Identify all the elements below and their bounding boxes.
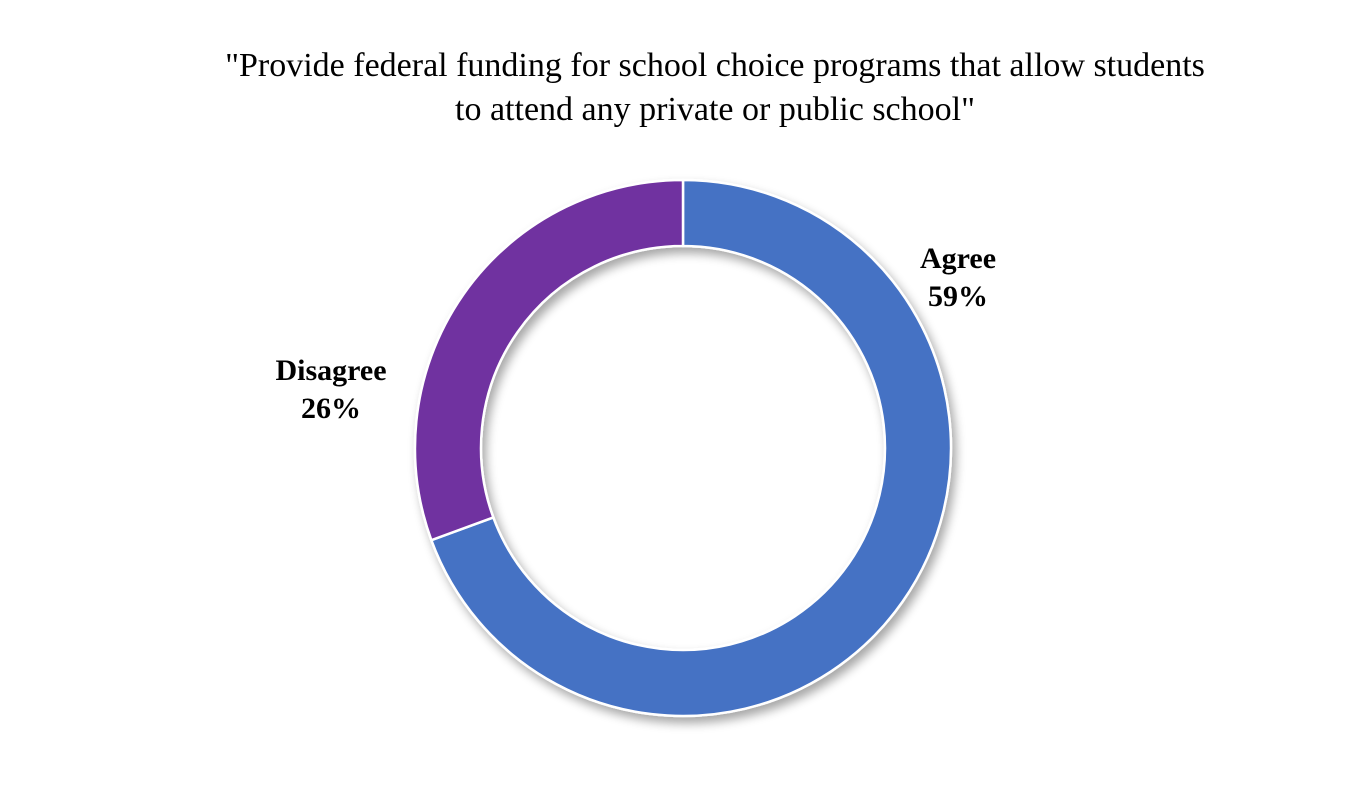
chart-title-line-1: "Provide federal funding for school choi… bbox=[225, 47, 1205, 84]
data-label-value: 59% bbox=[928, 280, 988, 313]
data-label-agree: Agree 59% bbox=[920, 242, 996, 313]
data-label-category: Disagree bbox=[275, 354, 386, 387]
data-label-value: 26% bbox=[301, 392, 361, 425]
donut-slices bbox=[413, 178, 953, 718]
data-labels: Agree 59% Disagree 26% bbox=[275, 242, 996, 425]
slice-agree bbox=[429, 178, 953, 718]
chart-title: "Provide federal funding for school choi… bbox=[0, 44, 1367, 132]
data-label-disagree: Disagree 26% bbox=[275, 354, 386, 425]
chart-title-line-2: to attend any private or public school" bbox=[455, 91, 975, 128]
slice-disagree bbox=[413, 178, 685, 542]
data-label-category: Agree bbox=[920, 242, 996, 275]
